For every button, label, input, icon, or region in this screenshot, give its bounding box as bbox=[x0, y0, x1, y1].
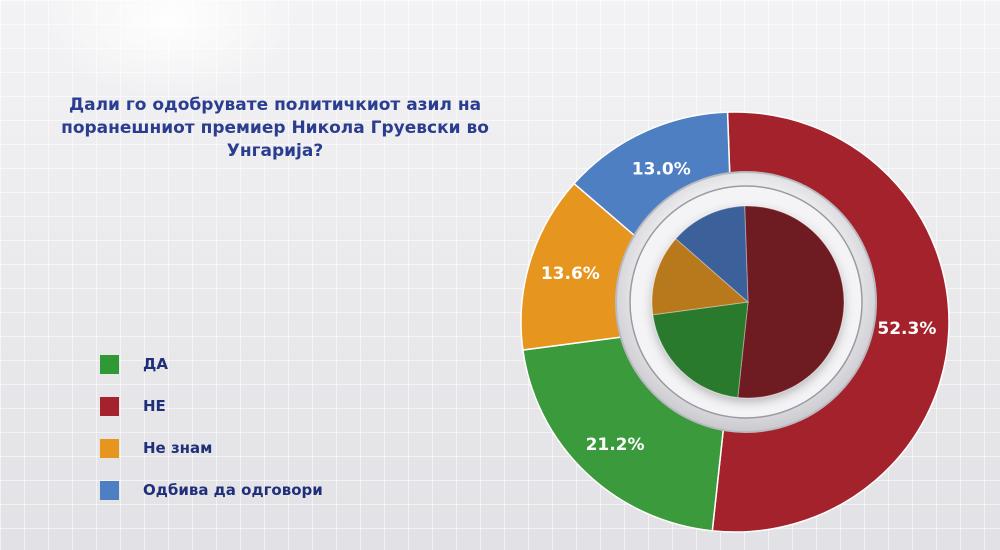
legend-item-ne: НЕ bbox=[100, 385, 323, 427]
inner-slice-da bbox=[652, 301, 749, 399]
legend-item-da: ДА bbox=[100, 343, 323, 385]
chart-title: Дали го одобрувате политичкиот азил на п… bbox=[61, 95, 489, 161]
slice-label-odbiva: 13.0% bbox=[632, 159, 691, 179]
legend-swatch-ne-znam bbox=[100, 438, 119, 458]
inner-slice-ne-znam bbox=[651, 238, 750, 316]
legend-label-odbiva: Одбива да одговори bbox=[143, 481, 323, 499]
slice-label-ne-znam: 13.6% bbox=[541, 264, 600, 284]
slice-labels: 52.3% 21.2% 13.6% 13.0% bbox=[541, 159, 937, 454]
legend-swatch-da bbox=[100, 354, 119, 374]
slice-label-ne: 52.3% bbox=[877, 319, 936, 339]
legend-label-ne-znam: Не знам bbox=[143, 439, 213, 457]
legend-label-da: ДА bbox=[143, 355, 168, 373]
inner-slice-odbiva bbox=[675, 205, 749, 304]
legend-swatch-ne bbox=[100, 396, 119, 416]
legend-swatch-odbiva bbox=[100, 480, 119, 500]
inner-pie bbox=[651, 205, 845, 399]
legend-item-ne-znam: Не знам bbox=[100, 427, 323, 469]
slice-label-da: 21.2% bbox=[586, 435, 645, 455]
legend-label-ne: НЕ bbox=[143, 397, 166, 415]
background-glow bbox=[40, 0, 300, 100]
legend-item-odbiva: Одбива да одговори bbox=[100, 469, 323, 511]
legend: ДА НЕ Не знам Одбива да одговори bbox=[100, 343, 323, 511]
inner-slice-ne bbox=[737, 205, 845, 399]
